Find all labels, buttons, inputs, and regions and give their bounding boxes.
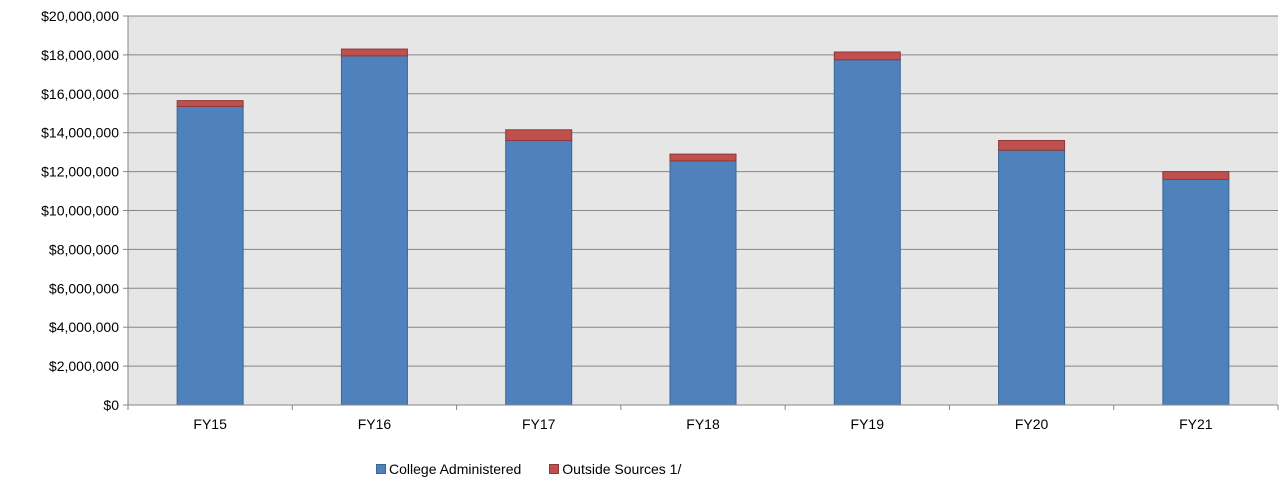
bar-college-administered: [176, 105, 244, 406]
bar-outside-sources: [833, 51, 901, 61]
bar-outside-sources: [1162, 171, 1230, 180]
bar-college-administered: [505, 139, 573, 406]
y-tick-label: $6,000,000: [49, 280, 119, 296]
legend-label-college-administered: College Administered: [389, 461, 522, 477]
x-tick-label: FY18: [686, 416, 720, 432]
bar-outside-sources: [340, 48, 408, 57]
y-tick-label: $8,000,000: [49, 241, 119, 257]
x-tick-label: FY16: [358, 416, 392, 432]
bar-college-administered: [669, 160, 737, 406]
legend-swatch-outside-sources: [549, 464, 560, 474]
x-tick-label: FY19: [851, 416, 885, 432]
x-tick-label: FY17: [522, 416, 556, 432]
bar-outside-sources: [505, 129, 573, 141]
x-tick-label: FY15: [193, 416, 227, 432]
y-tick-label: $4,000,000: [49, 319, 119, 335]
x-tick-label: FY21: [1179, 416, 1213, 432]
bar-outside-sources: [176, 100, 244, 107]
y-tick-label: $18,000,000: [41, 47, 119, 63]
x-tick-label: FY20: [1015, 416, 1049, 432]
y-tick-label: $12,000,000: [41, 164, 119, 180]
bars: [176, 48, 1230, 406]
legend-item-college-administered: College Administered: [376, 461, 521, 477]
bar-college-administered: [998, 149, 1066, 406]
y-tick-label: $14,000,000: [41, 125, 119, 141]
bar-college-administered: [1162, 178, 1230, 406]
y-tick-label: $2,000,000: [49, 358, 119, 374]
legend-label-outside-sources: Outside Sources 1/: [562, 461, 682, 477]
bar-outside-sources: [998, 139, 1066, 151]
y-tick-label: $10,000,000: [41, 203, 119, 219]
bar-outside-sources: [669, 153, 737, 162]
bar-college-administered: [340, 55, 408, 406]
y-axis-ticks: $0 $2,000,000 $4,000,000 $6,000,000 $8,000,0…: [41, 8, 128, 413]
legend-item-outside-sources: Outside Sources 1/: [549, 461, 681, 477]
bar-college-administered: [833, 59, 901, 406]
x-axis-ticks: FY15 FY16 FY17 FY18 FY19 FY20 FY21: [127, 405, 1279, 432]
legend-swatch-college-administered: [376, 464, 386, 474]
y-tick-label: $16,000,000: [41, 86, 119, 102]
y-tick-label: $20,000,000: [41, 8, 119, 24]
y-tick-label: $0: [103, 397, 119, 413]
legend: College Administered Outside Sources 1/: [376, 461, 709, 477]
